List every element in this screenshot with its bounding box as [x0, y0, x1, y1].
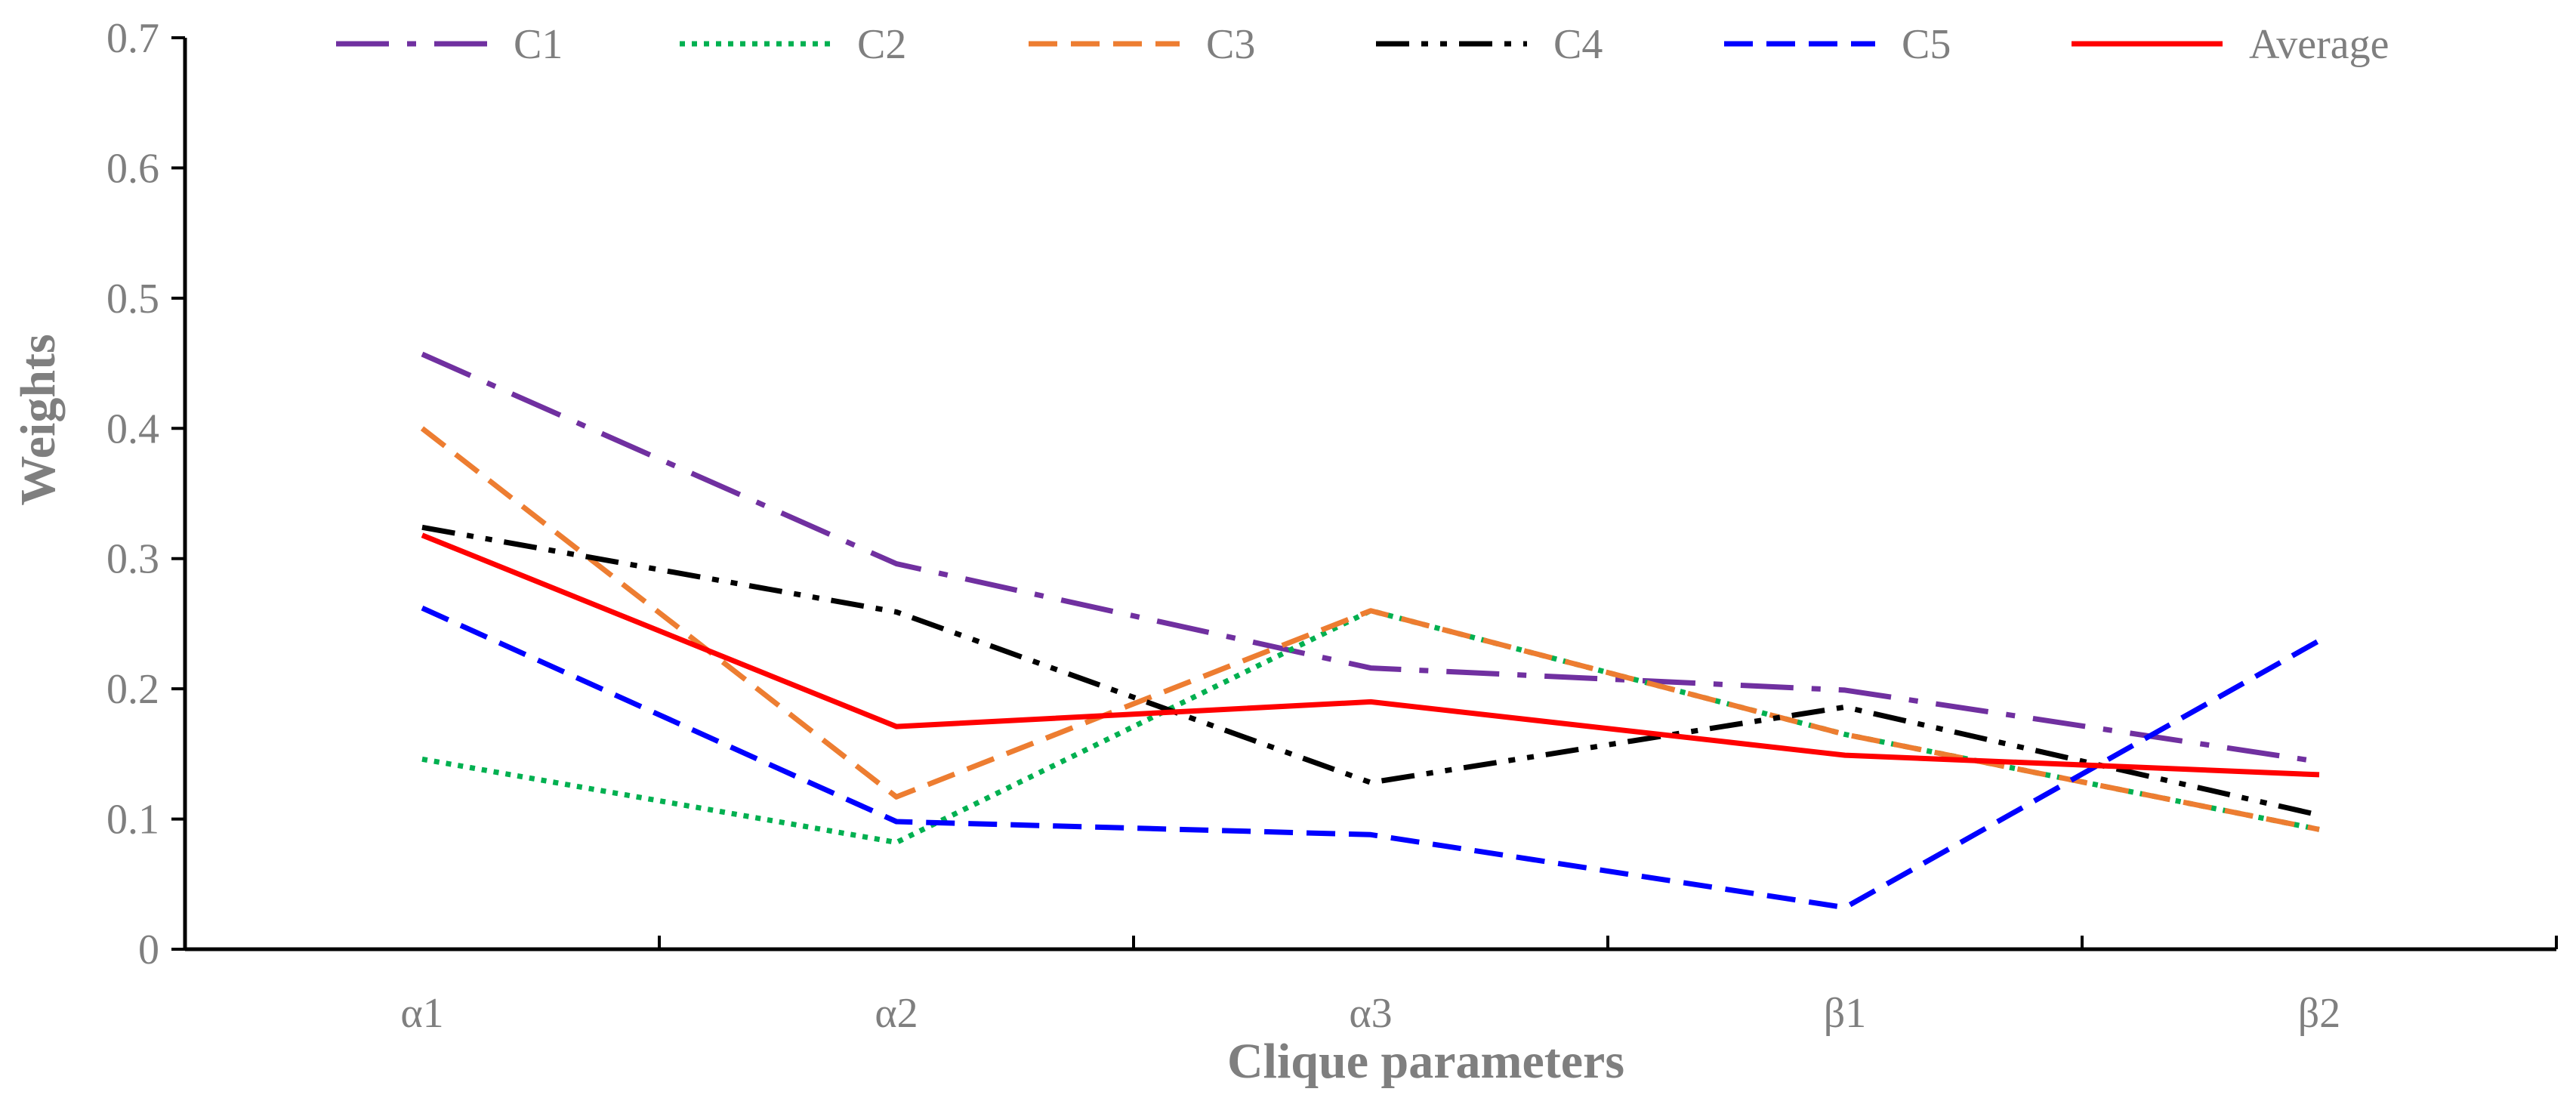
y-axis-title: Weights	[11, 334, 66, 505]
y-tick-label: 0.4	[106, 406, 159, 452]
y-tick-label: 0.1	[106, 797, 159, 843]
y-tick-label: 0.6	[106, 145, 159, 192]
y-tick-label: 0.5	[106, 276, 159, 322]
series-line-c3	[420, 426, 2320, 832]
series-line-c5	[421, 606, 2321, 911]
x-tick-label: β2	[2298, 990, 2341, 1037]
series-line-c1	[421, 351, 2320, 765]
axes	[183, 38, 2556, 951]
y-tick-label: 0	[138, 927, 159, 973]
series-line-c2	[421, 608, 2320, 846]
x-axis-title: Clique parameters	[1227, 1034, 1624, 1089]
series-lines	[420, 351, 2321, 911]
legend-label-average: Average	[2249, 21, 2389, 68]
y-tick-label: 0.2	[106, 666, 159, 713]
series-line-c4	[421, 524, 2320, 818]
legend-label-c3: C3	[1206, 21, 1255, 68]
x-tick-label: α1	[400, 990, 443, 1037]
y-axis-ticks: 0 0.1 0.2 0.3 0.4 0.5 0.6 0.7	[106, 15, 185, 973]
legend: C1 C2 C3 C4 C5 Average	[336, 21, 2389, 68]
x-axis-ticks: α1 α2 α3 β1 β2	[184, 936, 2558, 1037]
y-tick-label: 0.3	[106, 536, 159, 583]
x-tick-label: β1	[1824, 990, 1867, 1037]
y-tick-label: 0.7	[106, 15, 159, 62]
x-tick-label: α2	[875, 990, 918, 1037]
legend-label-c5: C5	[1902, 21, 1951, 68]
x-tick-label: α3	[1349, 990, 1392, 1037]
legend-label-c2: C2	[857, 21, 906, 68]
legend-label-c1: C1	[514, 21, 563, 68]
series-line-average	[421, 532, 2320, 778]
legend-label-c4: C4	[1553, 21, 1603, 68]
